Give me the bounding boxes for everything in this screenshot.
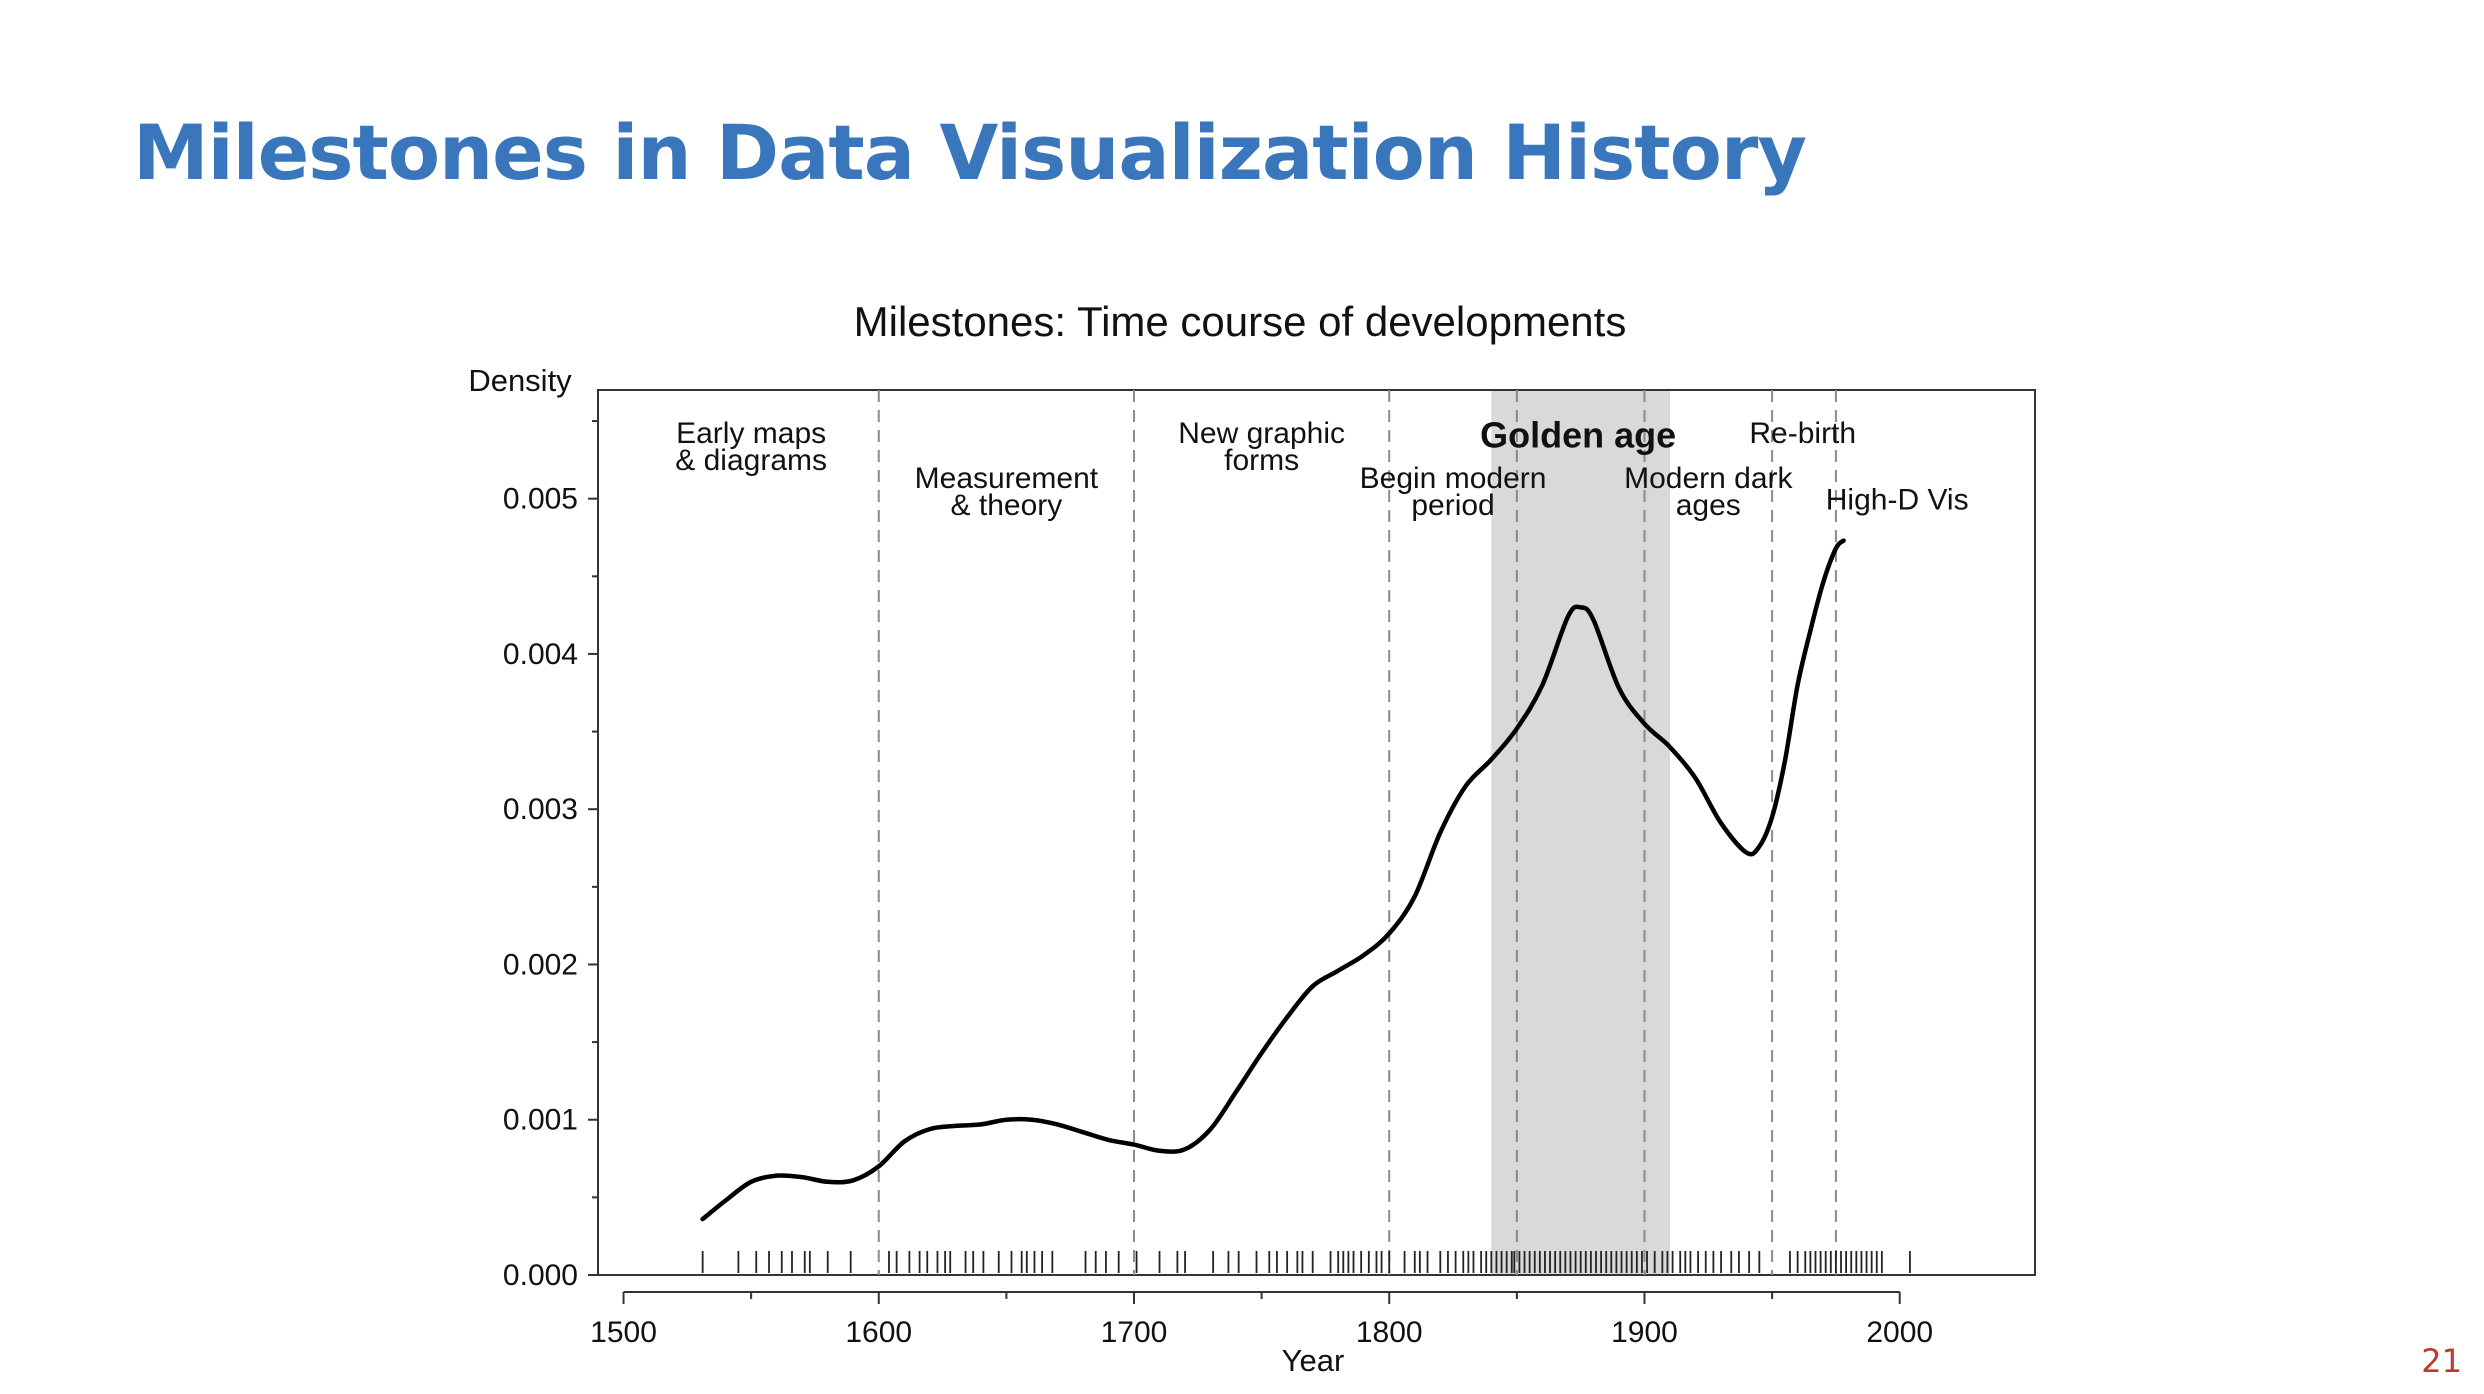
period-label: Begin modern period bbox=[1360, 462, 1547, 522]
golden-age-band bbox=[1491, 390, 1671, 1275]
page-number: 21 bbox=[2421, 1342, 2462, 1380]
period-label: Re-birth bbox=[1749, 417, 1856, 450]
period-label: Early maps & diagrams bbox=[675, 417, 827, 477]
y-tick-label: 0.004 bbox=[503, 638, 578, 671]
y-axis-label: Density bbox=[468, 363, 572, 398]
y-tick-label: 0.000 bbox=[503, 1259, 578, 1292]
y-tick-label: 0.005 bbox=[503, 483, 578, 516]
x-tick-label: 1700 bbox=[1101, 1316, 1168, 1349]
y-tick-label: 0.003 bbox=[503, 793, 578, 826]
period-label: High-D Vis bbox=[1826, 484, 1969, 517]
x-tick-label: 1500 bbox=[590, 1316, 657, 1349]
density-curve bbox=[700, 538, 1846, 1222]
plot-frame bbox=[597, 389, 2036, 1276]
y-tick-label: 0.001 bbox=[503, 1104, 578, 1137]
x-tick-label: 1600 bbox=[845, 1316, 912, 1349]
period-label: Golden age bbox=[1480, 414, 1676, 455]
period-label: Measurement & theory bbox=[915, 462, 1099, 522]
x-tick-label: 2000 bbox=[1866, 1316, 1933, 1349]
y-tick-label: 0.002 bbox=[503, 948, 578, 981]
slide-title: Milestones in Data Visualization History bbox=[133, 108, 1807, 197]
x-tick-label: 1800 bbox=[1356, 1316, 1423, 1349]
chart-title: Milestones: Time course of developments bbox=[854, 298, 1627, 345]
period-label: New graphic forms bbox=[1178, 417, 1345, 477]
x-axis-label: Year bbox=[1282, 1343, 1345, 1378]
period-label: Modern dark ages bbox=[1624, 462, 1793, 522]
x-tick-label: 1900 bbox=[1611, 1316, 1678, 1349]
